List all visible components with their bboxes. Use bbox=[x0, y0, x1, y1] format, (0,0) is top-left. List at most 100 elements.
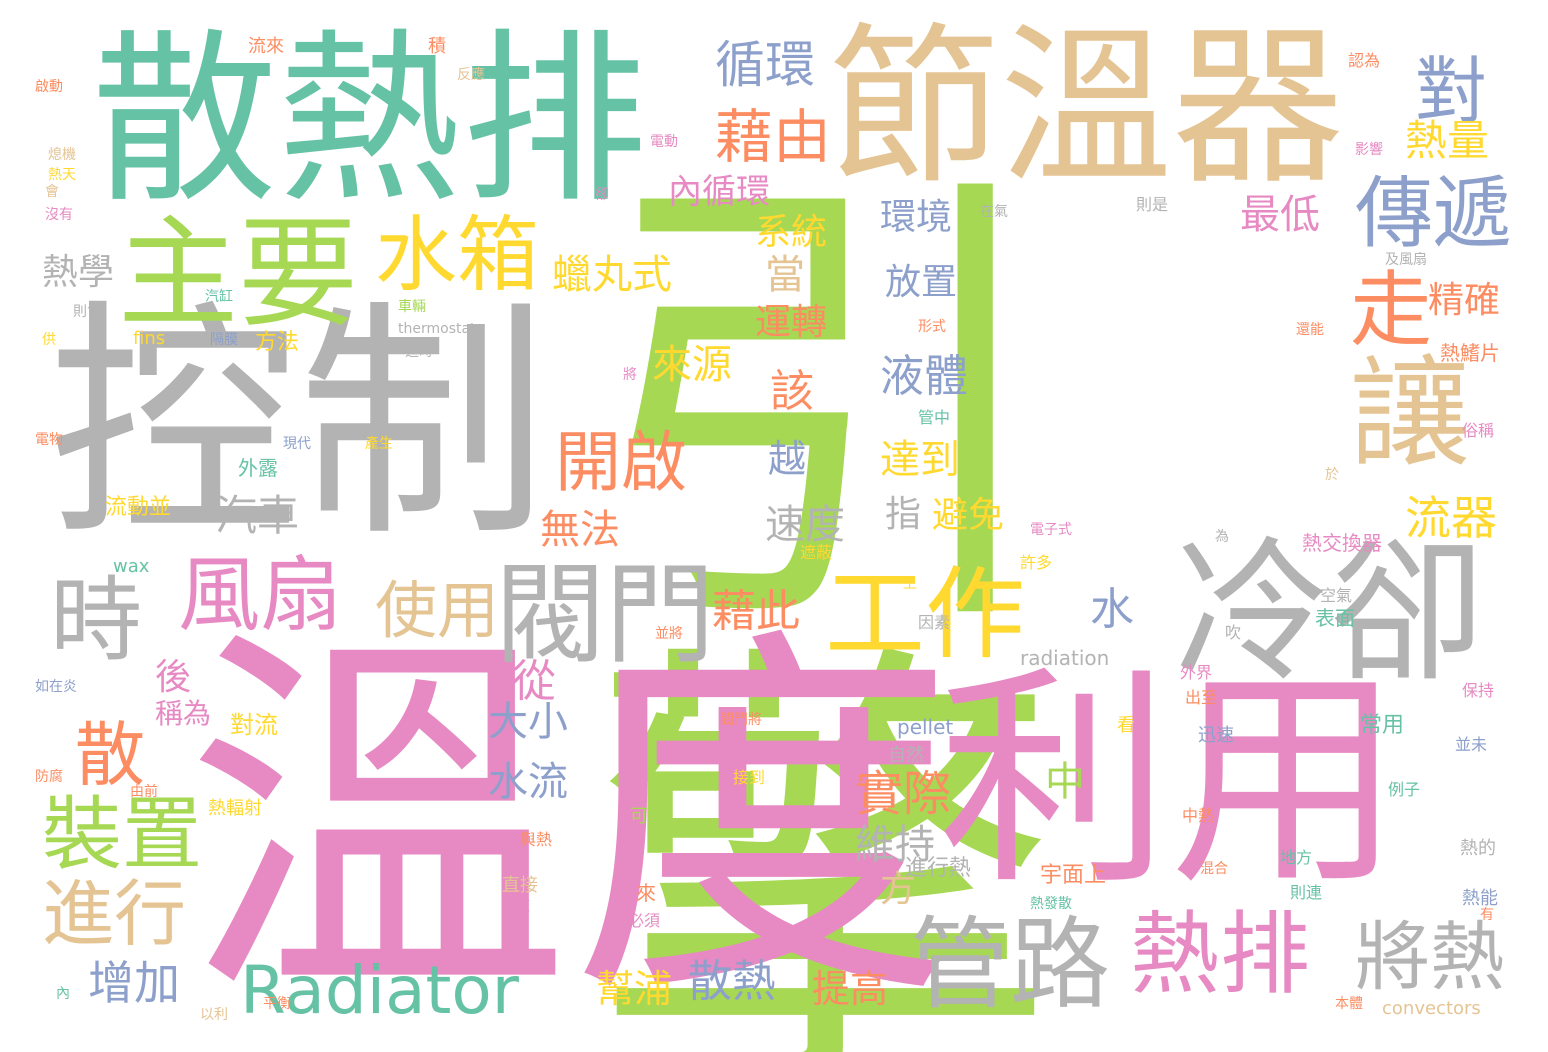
word-will: 將 bbox=[623, 367, 637, 383]
word-fins: fins bbox=[133, 328, 166, 349]
word-heavy-object: 電物 bbox=[35, 432, 63, 448]
word-so-called: 俗稱 bbox=[1462, 421, 1495, 440]
word-start: 啟動 bbox=[35, 79, 63, 95]
word-raise: 提高 bbox=[812, 967, 889, 1011]
word-heat-radiation: 熱輻射 bbox=[208, 798, 262, 819]
word-is: 則是 bbox=[1136, 195, 1169, 214]
word-after: 後 bbox=[155, 657, 192, 698]
word-side: 方 bbox=[880, 869, 917, 910]
word-anticorrosion: 防腐 bbox=[35, 769, 63, 785]
word-heat-exhaust: 熱排 bbox=[1130, 902, 1310, 1007]
word-middle: 中 bbox=[1045, 759, 1085, 805]
word-device: 裝置 bbox=[42, 788, 202, 881]
word-shield: 遮蔽 bbox=[800, 543, 833, 562]
word-precise: 精確 bbox=[1428, 280, 1501, 321]
word-hot-day: 熱天 bbox=[48, 167, 76, 183]
word-from-front: 由前 bbox=[130, 784, 158, 800]
word-when-2: 當 bbox=[765, 252, 805, 298]
word-transfer-heat: 將熱 bbox=[1355, 913, 1506, 1001]
word-disperse: 散 bbox=[75, 714, 145, 796]
word-connect: 接到 bbox=[733, 768, 766, 787]
word-pellet: pellet bbox=[897, 715, 954, 739]
word-outside: 外界 bbox=[1180, 663, 1213, 682]
word-vehicle: 車輛 bbox=[398, 299, 426, 315]
word-heat-within: 中熱 bbox=[1182, 806, 1215, 825]
word-of-heat: 熱的 bbox=[1460, 838, 1496, 859]
word-heat-energy: 熱能 bbox=[1462, 888, 1498, 909]
word-radiator-en: Radiator bbox=[240, 952, 519, 1029]
word-such-as-hot: 如在炎 bbox=[35, 679, 77, 695]
word-with-heat: 與熱 bbox=[520, 830, 553, 849]
word-circulate: 循環 bbox=[715, 36, 815, 94]
word-from: 從 bbox=[512, 656, 556, 707]
word-convection: 對流 bbox=[230, 711, 278, 739]
word-transmit: 傳遞 bbox=[1355, 169, 1512, 259]
word-example: 例子 bbox=[1388, 780, 1421, 799]
word-to: 對 bbox=[1415, 49, 1488, 133]
word-come: 來 bbox=[636, 881, 656, 905]
word-actual: 實際 bbox=[855, 766, 952, 822]
word-via: 藉由 bbox=[715, 103, 832, 171]
word-blow: 吹 bbox=[1225, 623, 1242, 642]
word-internal-circulation: 內循環 bbox=[668, 172, 770, 212]
word-air: 空氣 bbox=[1320, 586, 1353, 605]
word-inside: 內 bbox=[56, 986, 70, 1002]
word-balance: 平衡 bbox=[263, 996, 291, 1012]
word-commonly-used: 常用 bbox=[1360, 713, 1405, 738]
word-this: 該 bbox=[770, 366, 814, 417]
word-flow-device: 流器 bbox=[1405, 491, 1497, 545]
word-refer: 指 bbox=[885, 494, 922, 535]
word-influence: 影響 bbox=[1355, 142, 1383, 158]
word-engine-off: 熄機 bbox=[48, 147, 76, 163]
word-possible: 可能 bbox=[630, 806, 666, 827]
word-literal: 宇面上 bbox=[1040, 863, 1107, 888]
word-then-will: 則會 bbox=[73, 304, 101, 320]
word-cylinder: 汽缸 bbox=[205, 289, 233, 305]
word-fan: 風扇 bbox=[178, 548, 343, 643]
word-speed: 速度 bbox=[765, 502, 845, 548]
word-avoid: 避免 bbox=[932, 495, 1005, 536]
word-called: 稱為 bbox=[155, 697, 212, 730]
word-radiator-zh: 散熱排 bbox=[92, 12, 647, 228]
word-reach: 達到 bbox=[880, 437, 960, 483]
word-modern: 現代 bbox=[283, 436, 311, 452]
word-diaphragm: 隔膜 bbox=[210, 332, 238, 348]
word-out-to: 出至 bbox=[1185, 688, 1218, 707]
word-mix: 混合 bbox=[1200, 861, 1228, 877]
word-environment: 環境 bbox=[880, 197, 953, 238]
word-keep: 保持 bbox=[1462, 681, 1495, 700]
word-exposed: 外露 bbox=[238, 456, 278, 480]
word-many: 許多 bbox=[1020, 553, 1053, 572]
word-must: 必須 bbox=[628, 911, 661, 930]
word-car: 汽車 bbox=[215, 491, 300, 540]
word-radiation: radiation bbox=[1020, 646, 1110, 670]
word-convectors: convectors bbox=[1382, 998, 1481, 1019]
word-source: 來源 bbox=[652, 342, 732, 388]
word-water: 水 bbox=[1090, 584, 1134, 635]
word-enter-when: 進時 bbox=[405, 344, 433, 360]
word-work: 工作 bbox=[825, 556, 1025, 673]
word-liquid: 液體 bbox=[880, 351, 968, 402]
word-conduct-heat: 進行熱 bbox=[905, 856, 972, 881]
word-also-can: 還能 bbox=[1296, 322, 1324, 338]
word-heat-dissipation: 散熱 bbox=[688, 956, 776, 1007]
word-when: 時 bbox=[50, 567, 143, 674]
word-reaction: 反應 bbox=[457, 67, 485, 83]
word-not: 並未 bbox=[1455, 735, 1488, 754]
word-in-pipe: 管中 bbox=[918, 408, 951, 427]
word-pipeline: 管路 bbox=[910, 906, 1110, 1023]
word-main: 主要 bbox=[118, 205, 358, 344]
word-and-fan: 及風扇 bbox=[1385, 252, 1427, 268]
word-rapid: 迅速 bbox=[1198, 725, 1234, 746]
word-none: 沒有 bbox=[45, 207, 73, 223]
word-flow-in: 流來 bbox=[248, 36, 284, 57]
word-heat-fins: 熱鰭片 bbox=[1440, 341, 1500, 365]
word-unable: 無法 bbox=[540, 507, 620, 553]
word-in-gas: 在氣 bbox=[980, 204, 1008, 220]
word-surface: 表面 bbox=[1315, 606, 1355, 630]
word-can: 會 bbox=[45, 184, 59, 200]
word-produce: 產生 bbox=[365, 436, 393, 452]
word-temperature: 溫度 bbox=[185, 598, 955, 1046]
word-accumulate: 積 bbox=[428, 36, 446, 57]
